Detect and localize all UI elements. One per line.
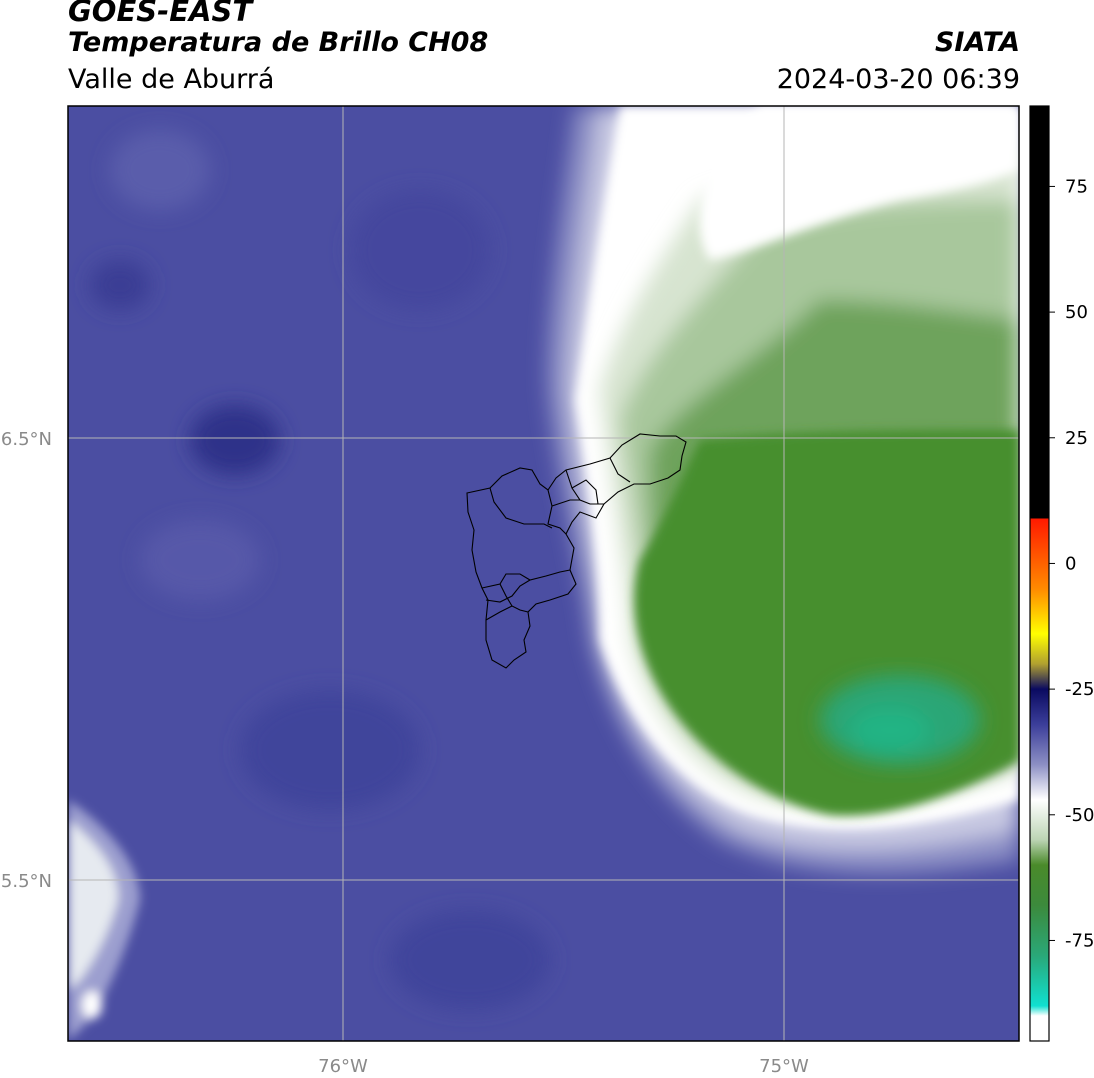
colorbar-tick-label: -75	[1065, 930, 1094, 951]
municipality-border	[485, 579, 531, 603]
organization-label: SIATA	[934, 27, 1020, 58]
teal-core	[820, 675, 980, 765]
temperature-field	[68, 106, 1019, 1041]
colorbar-tick-label: 75	[1065, 176, 1088, 197]
colorbar-frame	[1029, 105, 1050, 1042]
satellite-title: GOES-EAST	[68, 0, 253, 28]
map-frame	[67, 105, 1020, 1042]
product-title: Temperatura de Brillo CH08	[68, 27, 489, 58]
colorbar-tick-label: 25	[1065, 428, 1088, 449]
lat-label-5.5: 5.5°N	[1, 871, 52, 892]
region-label: Valle de Aburrá	[68, 64, 275, 95]
colorbar-ticks: 75 50 25 0 -25 -50 -75	[1049, 176, 1094, 951]
lon-label-76: 76°W	[318, 1056, 368, 1077]
dark-blue-patches	[90, 130, 550, 1010]
colorbar-tick-label: 50	[1065, 302, 1088, 323]
colorbar: 75 50 25 0 -25 -50 -75	[1029, 105, 1094, 1042]
datetime-label: 2024-03-20 06:39	[776, 64, 1020, 95]
municipality-border	[609, 457, 631, 483]
colorbar-tick-label: -25	[1065, 679, 1094, 700]
municipality-border	[489, 487, 553, 529]
lower-left-light-patch	[68, 800, 140, 1041]
municipality-border	[485, 605, 513, 621]
gridlines	[68, 106, 1019, 1041]
map-tick-labels: 6.5°N 5.5°N 76°W 75°W	[1, 429, 809, 1077]
colorbar-gradient	[1030, 106, 1049, 1041]
colorbar-tick-label: 0	[1065, 553, 1076, 574]
municipality-border	[571, 479, 599, 505]
lat-label-6.5: 6.5°N	[1, 429, 52, 450]
lon-label-75: 75°W	[759, 1056, 809, 1077]
municipality-border	[551, 499, 580, 507]
colorbar-tick-label: -50	[1065, 805, 1094, 826]
upper-white-patch	[699, 106, 1019, 260]
aburra-valley-outline	[466, 433, 687, 669]
municipality-border	[481, 569, 571, 589]
municipality-border	[547, 489, 567, 535]
